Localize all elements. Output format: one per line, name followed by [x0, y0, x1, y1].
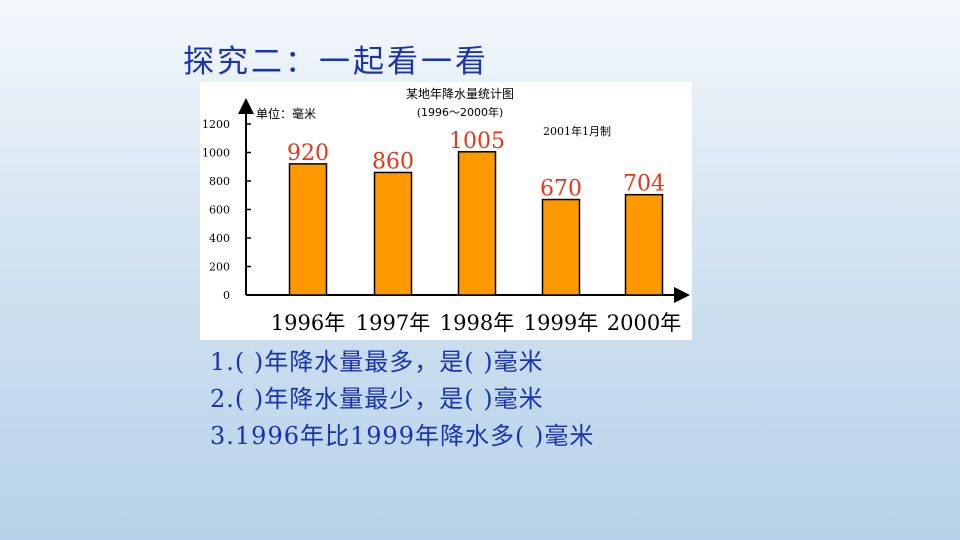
data-label: 920 — [287, 141, 329, 166]
y-tick-label: 800 — [209, 175, 230, 188]
bar-1998年 — [457, 151, 497, 296]
question-2: 2.( )年降水量最少，是( )毫米 — [210, 385, 544, 413]
chart-subtitle: (1996～2000年) — [417, 105, 504, 119]
question-1: 1.( )年降水量最多，是( )毫米 — [210, 348, 544, 376]
y-tick-label: 400 — [209, 232, 230, 245]
y-tick-label: 200 — [209, 261, 230, 274]
x-tick-label: 2000年 — [607, 311, 681, 335]
y-tick-label: 1000 — [202, 147, 230, 160]
x-tick-label: 1999年 — [524, 311, 598, 335]
y-tick-label: 600 — [209, 204, 230, 217]
bar-1997年 — [373, 171, 413, 296]
x-tick-label: 1998年 — [440, 311, 514, 335]
slide-title: 探究二：一起看一看 — [183, 44, 489, 80]
question-3: 3.1996年比1999年降水多( )毫米 — [210, 422, 595, 450]
chart-canvas: 单位：毫米 某地年降水量统计图 (1996～2000年) 2001年1月制 0 2… — [202, 87, 690, 335]
data-label: 1005 — [449, 129, 505, 154]
bar-1999年 — [541, 198, 581, 296]
question-list: 1.( )年降水量最多，是( )毫米 2.( )年降水量最少，是( )毫米 3.… — [210, 344, 594, 455]
bar-1996年 — [288, 163, 328, 296]
chart-title: 某地年降水量统计图 — [406, 87, 514, 101]
data-label: 860 — [372, 149, 414, 174]
y-tick-label: 1200 — [202, 118, 230, 131]
chart-note: 2001年1月制 — [543, 124, 611, 138]
bar-2000年 — [624, 193, 664, 296]
chart-unit-label: 单位：毫米 — [256, 106, 316, 121]
y-tick-label: 0 — [223, 289, 230, 302]
rainfall-bar-chart: 单位：毫米 某地年降水量统计图 (1996～2000年) 2001年1月制 0 2… — [200, 82, 692, 340]
data-label: 670 — [540, 177, 582, 202]
x-tick-label: 1997年 — [356, 311, 430, 335]
x-tick-label: 1996年 — [271, 311, 345, 335]
data-label: 704 — [623, 172, 665, 197]
